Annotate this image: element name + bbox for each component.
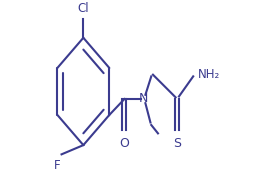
Text: O: O bbox=[119, 137, 129, 150]
Text: S: S bbox=[173, 137, 181, 150]
Text: Cl: Cl bbox=[77, 2, 89, 15]
Text: N: N bbox=[139, 93, 148, 105]
Text: F: F bbox=[54, 159, 61, 172]
Text: NH₂: NH₂ bbox=[198, 68, 221, 81]
